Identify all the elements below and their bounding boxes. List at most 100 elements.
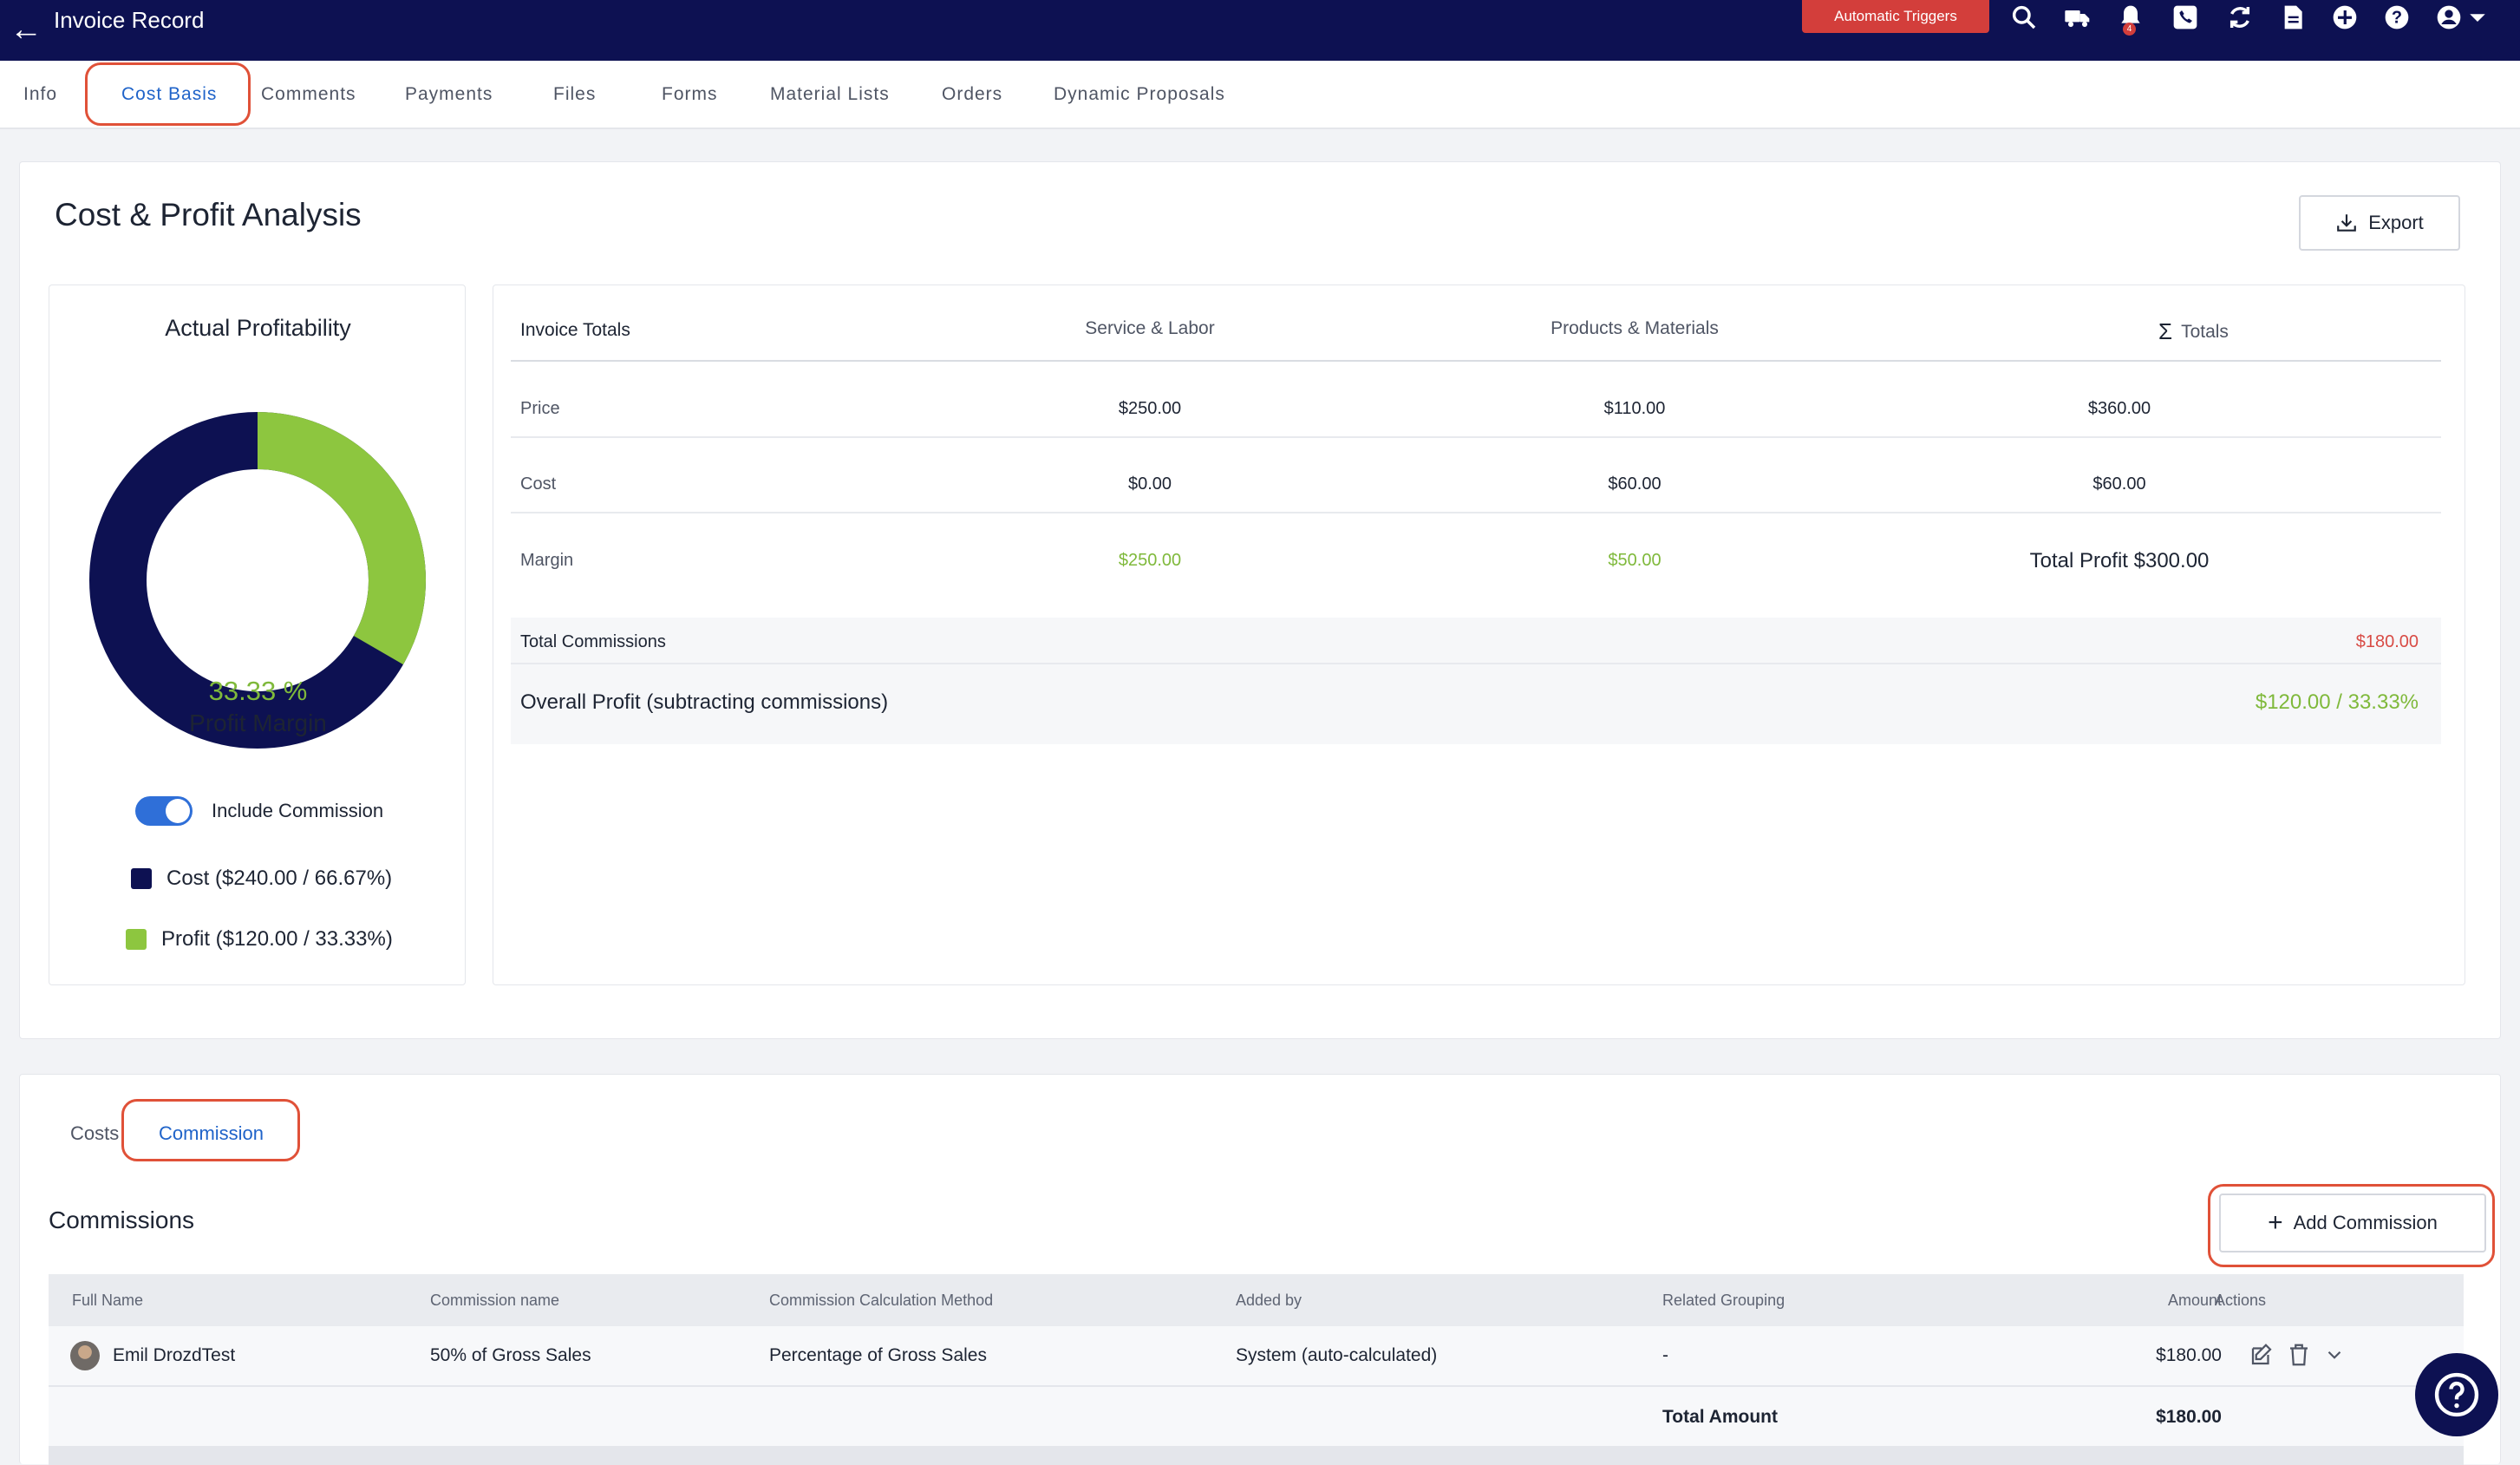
tab-forms[interactable]: Forms (662, 84, 718, 104)
total-amount-label: Total Amount (1662, 1407, 1778, 1427)
include-commission-label: Include Commission (212, 800, 384, 821)
page-title: Invoice Record (54, 7, 205, 33)
tab-material-lists[interactable]: Material Lists (770, 84, 890, 104)
products-materials-header: Products & Materials (1551, 318, 1719, 338)
toggle-knob (166, 799, 190, 823)
col-full-name: Full Name (72, 1292, 144, 1309)
plus-icon: + (2268, 1208, 2283, 1237)
total-amount-value: $180.00 (2156, 1407, 2222, 1427)
tab-files[interactable]: Files (553, 84, 597, 104)
tab-payments[interactable]: Payments (405, 84, 493, 104)
add-commission-label: Add Commission (2293, 1212, 2438, 1233)
trash-icon[interactable] (2286, 1342, 2312, 1368)
price-total-value: $360.00 (2087, 399, 2151, 418)
profit-legend-swatch (126, 929, 147, 950)
automatic-triggers-button[interactable]: Automatic Triggers (1802, 0, 1989, 33)
commissions-title: Commissions (49, 1207, 195, 1233)
invoice-totals-header: Invoice Totals (520, 320, 630, 340)
price-row-label: Price (520, 399, 560, 418)
sync-icon[interactable] (2221, 0, 2259, 35)
avatar (70, 1341, 100, 1370)
plus-circle-icon[interactable] (2326, 0, 2364, 35)
truck-icon[interactable] (2059, 0, 2097, 35)
commissions-table-header: Full Name Commission name Commission Cal… (49, 1274, 2464, 1326)
tab-info[interactable]: Info (23, 84, 58, 104)
export-label: Export (2368, 212, 2424, 233)
row-amount: $180.00 (2156, 1345, 2222, 1365)
row-related-grouping: - (1662, 1345, 1668, 1365)
highlight-box (2208, 1184, 2495, 1267)
margin-service-value: $250.00 (1118, 551, 1182, 570)
total-commissions-value: $180.00 (2355, 632, 2419, 651)
user-circle-icon[interactable] (2430, 0, 2468, 35)
download-icon (2337, 214, 2357, 232)
col-commission-name: Commission name (430, 1292, 560, 1309)
col-added-by: Added by (1236, 1292, 1302, 1309)
highlight-box (85, 62, 251, 126)
analysis-title: Cost & Profit Analysis (55, 197, 362, 232)
costs-commission-card: Costs Commission Commissions + Add Commi… (19, 1074, 2501, 1465)
tab-dynamic-proposals[interactable]: Dynamic Proposals (1054, 84, 1225, 104)
totals-header: Σ Totals (2158, 318, 2229, 345)
record-tabs: Info Cost Basis Comments Payments Files … (0, 61, 2520, 129)
cost-legend-label: Cost ($240.00 / 66.67%) (166, 867, 393, 890)
profit-legend-label: Profit ($120.00 / 33.33%) (161, 927, 393, 951)
cost-legend-swatch (131, 868, 152, 889)
profit-margin-percent: 33.33 % (208, 676, 308, 706)
service-labor-header: Service & Labor (1085, 318, 1215, 338)
profitability-title: Actual Profitability (165, 315, 351, 341)
question-circle-icon (2434, 1372, 2479, 1417)
col-calculation-method: Commission Calculation Method (769, 1292, 994, 1309)
sigma-icon: Σ (2158, 318, 2173, 344)
sub-tab-costs[interactable]: Costs (70, 1122, 120, 1144)
invoice-totals-panel: Invoice Totals Service & Labor Products … (493, 284, 2465, 985)
expand-row-chevron-icon[interactable] (2323, 1344, 2346, 1366)
overall-profit-value: $120.00 / 33.33% (2255, 690, 2419, 714)
phone-icon[interactable] (2166, 0, 2204, 35)
row-full-name: Emil DrozdTest (113, 1345, 236, 1365)
total-commissions-label: Total Commissions (520, 632, 666, 651)
row-calculation-method: Percentage of Gross Sales (769, 1345, 987, 1365)
cost-total-value: $60.00 (2092, 474, 2146, 494)
row-commission-name: 50% of Gross Sales (430, 1345, 591, 1365)
table-row: Emil DrozdTest 50% of Gross Sales Percen… (49, 1326, 2464, 1387)
highlight-box (121, 1099, 300, 1161)
table-total-row: Total Amount $180.00 (49, 1387, 2464, 1448)
header-divider (511, 360, 2441, 362)
col-amount: Amount (2167, 1292, 2222, 1309)
tab-cost-basis[interactable]: Cost Basis (121, 84, 218, 104)
sub-tab-commission[interactable]: Commission (159, 1122, 264, 1144)
profit-margin-label: Profit Margin (189, 710, 327, 736)
search-icon[interactable] (2005, 0, 2043, 35)
row-divider (511, 436, 2441, 438)
add-commission-button[interactable]: + Add Commission (2219, 1194, 2486, 1252)
margin-row-label: Margin (520, 551, 574, 570)
chevron-down-icon[interactable] (2465, 0, 2491, 35)
row-added-by: System (auto-calculated) (1236, 1345, 1438, 1365)
totals-header-label: Totals (2181, 321, 2229, 342)
export-button[interactable]: Export (2299, 195, 2460, 251)
summary-divider (511, 663, 2441, 664)
svg-text:?: ? (2392, 9, 2402, 28)
actual-profitability-panel: Actual Profitability 33.33 % Profit Marg… (49, 284, 466, 985)
notification-count-badge: 4 (2123, 23, 2136, 36)
tab-orders[interactable]: Orders (942, 84, 1003, 104)
total-profit-value: Total Profit $300.00 (2029, 549, 2210, 572)
cost-service-value: $0.00 (1127, 474, 1172, 494)
back-arrow-icon[interactable]: ← (10, 11, 42, 48)
col-actions: Actions (2215, 1292, 2267, 1309)
document-icon[interactable] (2274, 0, 2312, 35)
overall-profit-label: Overall Profit (subtracting commissions) (520, 690, 889, 714)
col-related-grouping: Related Grouping (1662, 1292, 1786, 1309)
cost-profit-analysis-card: Cost & Profit Analysis Export Actual Pro… (19, 161, 2501, 1039)
help-chat-button[interactable] (2415, 1353, 2498, 1436)
commission-summary-block: Total Commissions $180.00 Overall Profit… (511, 618, 2441, 744)
cost-products-value: $60.00 (1608, 474, 1662, 494)
table-scroll-area (49, 1446, 2464, 1465)
profit-segment (89, 412, 426, 749)
tab-comments[interactable]: Comments (261, 84, 356, 104)
edit-icon[interactable] (2249, 1342, 2275, 1368)
include-commission-toggle[interactable] (135, 796, 193, 826)
cost-row-label: Cost (520, 474, 557, 494)
help-icon[interactable]: ? (2378, 0, 2416, 35)
